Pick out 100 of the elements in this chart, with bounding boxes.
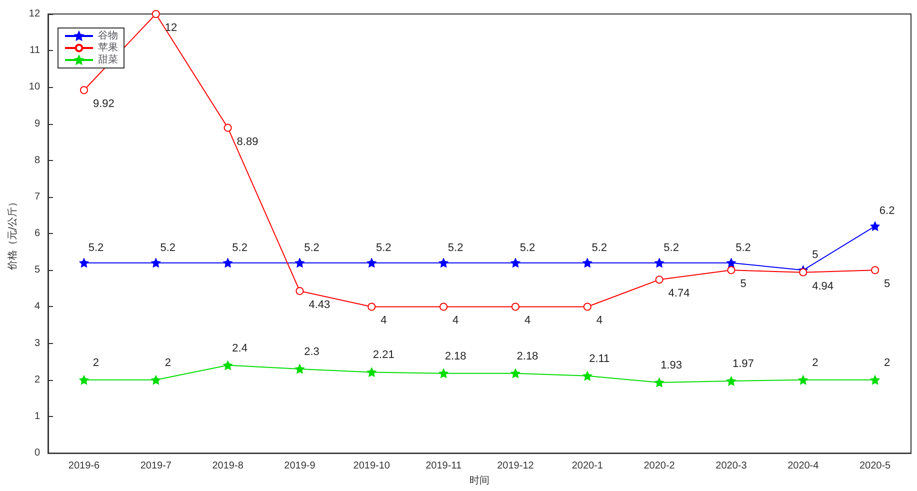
- point: [439, 368, 448, 378]
- data-label: 5.2: [592, 242, 608, 254]
- point: [367, 258, 376, 268]
- data-label: 5: [884, 278, 890, 290]
- point: [439, 258, 448, 268]
- data-label: 8.89: [236, 136, 258, 148]
- data-label: 5.2: [232, 242, 248, 254]
- data-label: 2.4: [232, 342, 248, 354]
- data-label: 4: [452, 314, 459, 327]
- y-tick-label: 3: [34, 338, 40, 349]
- point: [152, 10, 160, 18]
- x-axis-title: 时间: [470, 474, 490, 486]
- point: [727, 266, 736, 274]
- data-label: 4: [380, 314, 387, 327]
- y-tick-label: 9: [34, 118, 40, 130]
- data-label: 2.18: [444, 350, 466, 362]
- point: [798, 375, 808, 384]
- point: [296, 287, 304, 295]
- point: [223, 258, 232, 268]
- data-label: 2.3: [304, 346, 320, 358]
- point: [870, 375, 880, 384]
- point: [870, 222, 880, 231]
- point: [368, 302, 376, 311]
- point: [510, 368, 520, 378]
- point: [799, 268, 808, 276]
- y-tick-label: 6: [34, 228, 40, 240]
- x-tick-label: 2019-7: [140, 460, 172, 472]
- data-label: 1.93: [660, 359, 682, 372]
- data-label: 4.43: [308, 299, 330, 311]
- point: [654, 258, 664, 268]
- data-label: 4.94: [812, 280, 834, 292]
- point: [654, 378, 664, 387]
- x-tick-label: 2020-5: [859, 460, 892, 472]
- data-label: 4: [596, 314, 603, 327]
- point: [583, 302, 592, 311]
- x-tick-label: 2019-8: [212, 460, 244, 472]
- y-tick-label: 4: [34, 301, 40, 312]
- data-label: 5.2: [520, 242, 536, 254]
- point: [80, 86, 88, 94]
- point: [79, 258, 88, 268]
- point: [151, 375, 160, 384]
- data-label: 5.2: [376, 242, 392, 254]
- data-label: 12: [164, 22, 178, 34]
- point: [223, 360, 232, 370]
- y-tick-label: 8: [34, 154, 40, 166]
- point: [295, 258, 304, 268]
- y-tick-label: 0: [34, 448, 40, 459]
- point: [582, 258, 592, 268]
- x-tick-label: 2020-4: [788, 460, 820, 472]
- data-label: 1.97: [732, 358, 754, 370]
- data-label: 2: [92, 356, 100, 369]
- y-axis-title: 价格（元/公斤）: [6, 196, 18, 272]
- point: [582, 371, 592, 380]
- data-label: 5.2: [160, 242, 176, 254]
- point: [726, 258, 736, 268]
- data-label: 9.92: [92, 98, 114, 110]
- data-label: 5.2: [736, 242, 751, 254]
- legend-label: 苹果: [98, 42, 118, 54]
- point: [655, 276, 664, 284]
- x-tick-label: 2019-11: [426, 460, 462, 472]
- y-tick-label: 7: [34, 191, 40, 202]
- point: [79, 375, 88, 384]
- y-tick-label: 2: [34, 374, 40, 386]
- data-label: 5: [812, 249, 818, 262]
- point: [440, 302, 448, 311]
- y-tick-label: 12: [28, 8, 40, 20]
- data-label: 2: [812, 356, 818, 369]
- point: [871, 266, 880, 274]
- x-tick-label: 2020-1: [572, 460, 604, 472]
- data-label: 2: [884, 356, 890, 369]
- data-label: 2: [164, 356, 171, 369]
- y-tick-label: 10: [28, 82, 40, 93]
- x-tick-label: 2019-12: [497, 460, 534, 472]
- point: [511, 302, 520, 311]
- y-tick-label: 1: [34, 411, 40, 422]
- legend-label: 甜菜: [98, 54, 118, 66]
- data-label: 5.2: [304, 242, 320, 254]
- point: [367, 368, 376, 377]
- point: [151, 258, 160, 268]
- data-label: 5.2: [448, 242, 464, 254]
- x-tick-label: 2019-6: [68, 460, 100, 472]
- point: [726, 376, 736, 386]
- data-label: 4: [524, 314, 531, 327]
- data-label: 5.2: [664, 242, 679, 254]
- y-tick-label: 5: [34, 264, 40, 276]
- x-tick-label: 2020-2: [644, 460, 676, 472]
- legend-label: 谷物: [98, 30, 118, 42]
- data-label: 2.18: [516, 350, 538, 362]
- x-tick-label: 2019-10: [353, 460, 390, 472]
- point: [224, 124, 232, 132]
- data-label: 5: [740, 278, 746, 290]
- x-tick-label: 2019-9: [284, 460, 316, 472]
- x-tick-label: 2020-3: [716, 460, 748, 472]
- data-label: 6.2: [879, 205, 895, 218]
- y-tick-label: 11: [30, 45, 40, 56]
- data-label: 4.74: [668, 288, 690, 300]
- data-label: 5.2: [88, 242, 104, 254]
- data-label: 2.11: [589, 352, 610, 365]
- point: [510, 258, 520, 268]
- point: [295, 364, 304, 374]
